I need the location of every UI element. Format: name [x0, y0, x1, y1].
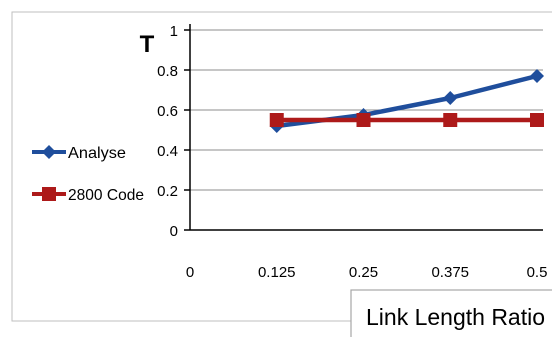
chart-area-border — [11, 11, 552, 322]
data-point-1 — [269, 113, 284, 127]
x-tick-label: 0.5 — [527, 264, 548, 281]
x-tick-label: 0.375 — [431, 264, 469, 281]
legend-label: 2800 Code — [68, 187, 144, 204]
legend-entry-0: Analyse — [32, 145, 126, 162]
legend-entry-1: 2800 Code — [32, 187, 144, 204]
data-point-0 — [443, 91, 458, 105]
x-tick-label: 0.25 — [349, 264, 378, 281]
legend-label: Analyse — [68, 145, 126, 162]
data-point-1 — [356, 113, 371, 127]
y-tick-label: 0 — [170, 223, 178, 240]
data-point-0 — [530, 69, 544, 83]
x-axis-title-box — [350, 289, 552, 342]
data-point-1 — [443, 113, 458, 127]
y-tick-label: 0.2 — [157, 183, 178, 200]
legend-marker — [42, 145, 56, 159]
x-tick-label: 0.125 — [258, 264, 296, 281]
x-axis-title: Link Length Ratio — [366, 304, 545, 330]
y-tick-label: 0.8 — [157, 63, 178, 80]
y-tick-label: 0.4 — [157, 143, 178, 160]
legend-marker — [42, 187, 56, 201]
y-tick-label: 0.6 — [157, 103, 178, 120]
data-point-1 — [530, 113, 544, 127]
y-axis-title: T — [140, 31, 155, 58]
y-tick-label: 1 — [170, 23, 178, 40]
x-tick-label: 0 — [186, 264, 194, 281]
